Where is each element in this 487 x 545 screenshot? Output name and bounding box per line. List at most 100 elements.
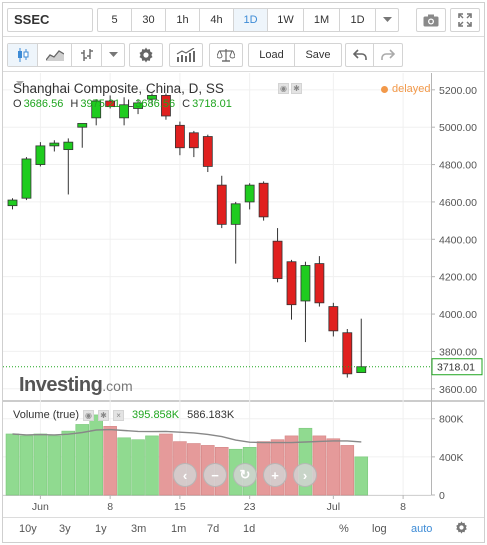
interval-4h[interactable]: 4h [200, 9, 234, 31]
zoom-in-button[interactable]: + [263, 463, 287, 487]
candle-body [230, 203, 241, 225]
candle-body [342, 332, 353, 375]
instrument-title: Shanghai Composite, China, D, SS [13, 81, 224, 96]
settings-button[interactable] [130, 44, 162, 66]
load-button[interactable]: Load [249, 44, 295, 66]
volume-bar [340, 445, 355, 496]
chevron-left-icon: ‹ [182, 467, 188, 483]
price-chart-svg[interactable]: 3600.00 3800.00 4000.00 4200.00 4400.00 4600.… [3, 73, 484, 517]
range-10y[interactable]: 10y [19, 523, 37, 535]
volume-tick-label: 800K [439, 414, 464, 426]
percent-toggle[interactable]: % [339, 523, 349, 535]
snapshot-button[interactable] [416, 8, 446, 32]
chart-legend-title: Shanghai Composite, China, D, SS [13, 81, 224, 96]
fullscreen-button[interactable] [450, 8, 480, 32]
scroll-right-button[interactable]: › [293, 463, 317, 487]
compare-button[interactable] [210, 44, 242, 66]
redo-icon [381, 49, 395, 60]
volume-bar [131, 439, 145, 496]
candle-body [105, 100, 116, 108]
candle-body [356, 366, 367, 374]
candle-body [272, 240, 283, 279]
volume-bar [326, 438, 341, 496]
load-save-group: Load Save [248, 43, 342, 67]
candle-body [202, 136, 213, 167]
range-3m[interactable]: 3m [131, 523, 147, 535]
indicators-button[interactable] [170, 44, 202, 66]
interval-1d[interactable]: 1D [234, 9, 268, 31]
save-button[interactable]: Save [305, 49, 331, 61]
volume-bar [103, 426, 117, 496]
logo-main-text: Investing [19, 374, 103, 396]
chart-style-group [7, 43, 125, 67]
log-toggle[interactable]: log [372, 523, 387, 535]
candles-style-button[interactable] [8, 44, 38, 66]
price-tick-label: 4200.00 [439, 272, 477, 284]
undo-icon [352, 49, 367, 60]
chart-navigation: ‹ − ↻ + › [173, 463, 317, 487]
candle-body [328, 306, 339, 332]
caret-down-icon [108, 52, 118, 57]
undo-button[interactable] [346, 44, 374, 66]
time-tick-label: Jun [32, 501, 49, 513]
high-value: 3975.21 [80, 98, 121, 110]
reset-button[interactable]: ↻ [233, 463, 257, 487]
candles-icon [17, 48, 28, 62]
interval-1h[interactable]: 1h [166, 9, 200, 31]
compare-group [209, 43, 243, 67]
volume-bar [159, 433, 173, 496]
candle-body [7, 199, 18, 207]
range-3y[interactable]: 3y [59, 523, 71, 535]
hide-series-button[interactable]: ◉ [278, 83, 289, 94]
chart-area[interactable]: 3600.00 3800.00 4000.00 4200.00 4400.00 4600.… [3, 73, 484, 517]
range-1y[interactable]: 1y [95, 523, 107, 535]
top-toolbar: SSEC 5 30 1h 4h 1D 1W 1M 1D [3, 3, 484, 37]
auto-toggle[interactable]: auto [411, 523, 433, 535]
interval-5[interactable]: 5 [98, 9, 132, 31]
range-1d[interactable]: 1d [243, 523, 256, 535]
status-label: delayed [392, 83, 431, 95]
open-key: O [13, 98, 22, 110]
investing-logo: Investing.com [19, 374, 133, 397]
volume-value: 395.858K [132, 409, 180, 421]
time-tick-label: Jul [327, 501, 340, 513]
price-tick-label: 4400.00 [439, 234, 477, 246]
series-settings-button[interactable]: ✱ [291, 83, 302, 94]
interval-dropdown[interactable] [376, 9, 398, 31]
gear-icon [456, 521, 467, 534]
time-tick-label: 15 [174, 501, 186, 513]
indicators-icon [176, 48, 195, 62]
redo-button[interactable] [374, 44, 402, 66]
range-7d[interactable]: 7d [207, 523, 220, 535]
volume-bar [33, 433, 48, 496]
symbol-input[interactable]: SSEC [7, 8, 93, 32]
candle-body [216, 184, 227, 225]
interval-1w[interactable]: 1W [268, 9, 304, 31]
area-style-button[interactable] [38, 44, 72, 66]
volume-close-button[interactable]: × [113, 409, 125, 421]
volume-legend: Volume (true) ◉ ✱ × 395.858K 586.183K [13, 409, 234, 421]
volume-title: Volume (true) [13, 409, 80, 421]
time-tick-label: 8 [107, 501, 113, 513]
zoom-out-button[interactable]: − [203, 463, 227, 487]
logo-suffix-text: .com [102, 378, 133, 394]
range-1m[interactable]: 1m [171, 523, 187, 535]
gear-icon: ✱ [293, 84, 300, 93]
volume-tick-label: 0 [439, 490, 445, 502]
scroll-left-button[interactable]: ‹ [173, 463, 197, 487]
interval-1m[interactable]: 1M [304, 9, 340, 31]
range-bar: 10y 3y 1y 3m 1m 7d 1d % log auto [3, 517, 484, 542]
bars-style-button[interactable] [72, 44, 102, 66]
scale-settings-button[interactable] [455, 521, 468, 537]
candle-body [63, 141, 74, 151]
interval-30[interactable]: 30 [132, 9, 166, 31]
price-tick-label: 5000.00 [439, 122, 477, 134]
volume-ma-line [12, 428, 362, 444]
hide-volume-button[interactable]: ◉ [83, 409, 95, 421]
volume-settings-button[interactable]: ✱ [98, 409, 110, 421]
candle-body [161, 95, 171, 117]
time-tick-label: 8 [400, 501, 406, 513]
style-dropdown[interactable] [102, 44, 124, 66]
interval-1d-more[interactable]: 1D [340, 9, 376, 31]
